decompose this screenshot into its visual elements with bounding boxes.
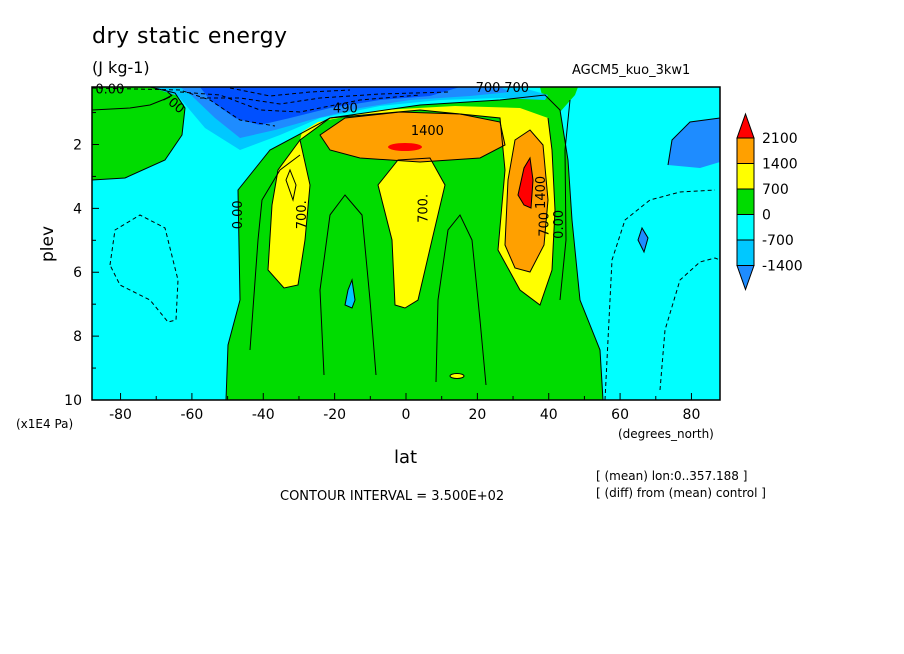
colorbar-label: -700 xyxy=(762,233,794,249)
colorbar: 2100 1400 700 0 -700 -1400 xyxy=(736,112,803,291)
colorbar-bin xyxy=(736,214,755,241)
colorbar-bin xyxy=(736,239,755,266)
colorbar-bin xyxy=(736,163,755,190)
region-1400-2100-upper xyxy=(320,112,505,162)
colorbar-label: -1400 xyxy=(762,259,803,275)
colorbar-label: 2100 xyxy=(762,131,798,147)
contour-lines-negative xyxy=(92,87,720,400)
region-0-700-upper-left xyxy=(92,87,185,180)
region-0-700-upper-right xyxy=(540,87,578,120)
contour-label: 0.00 xyxy=(95,82,124,97)
x-tick-label: 0 xyxy=(402,407,411,423)
mean-note: [ (mean) lon:0..357.188 ] xyxy=(596,469,748,483)
colorbar-bottom-arrow xyxy=(736,265,755,291)
contour-label: 1400 xyxy=(534,176,549,209)
y-axis: 2 4 6 8 10 xyxy=(64,112,99,409)
colorbar-top-arrow xyxy=(736,112,755,139)
y-tick-label: 10 xyxy=(64,393,82,409)
contour-label: 700. xyxy=(295,200,310,229)
contour-label: 700. xyxy=(416,194,431,223)
contour-label: 0.00 xyxy=(231,200,246,229)
colorbar-label: 0 xyxy=(762,208,771,224)
y-tick-label: 8 xyxy=(73,329,82,345)
contour-interval: CONTOUR INTERVAL = 3.500E+02 xyxy=(280,489,505,504)
region-700-1400-center xyxy=(300,106,555,305)
contour-label: 490 xyxy=(333,102,358,117)
y-tick-label: 6 xyxy=(73,265,82,281)
colorbar-label: 1400 xyxy=(762,157,798,173)
region-700-1400-left-lobe xyxy=(268,140,310,288)
region-deep-neg-core xyxy=(200,87,460,125)
contour-label: 700 xyxy=(538,212,553,237)
diff-note: [ (diff) from (mean) control ] xyxy=(596,486,766,500)
region-gt-2100-upper xyxy=(388,143,422,151)
region-gt-2100-right xyxy=(518,158,533,208)
contour-lines xyxy=(92,87,720,400)
x-tick-label: -60 xyxy=(180,407,203,423)
x-tick-label: -20 xyxy=(323,407,346,423)
x-tick-label: -40 xyxy=(252,407,275,423)
plot-area xyxy=(92,87,720,400)
colorbar-label: 700 xyxy=(762,182,789,198)
x-axis-units: (degrees_north) xyxy=(618,427,714,441)
x-tick-label: 20 xyxy=(468,407,486,423)
x-axis: -80 -60 -40 -20 0 20 40 60 80 xyxy=(109,393,700,423)
x-tick-label: 80 xyxy=(683,407,701,423)
contour-label: 1400 xyxy=(411,124,444,139)
x-tick-label: 60 xyxy=(611,407,629,423)
y-axis-units: (x1E4 Pa) xyxy=(16,417,74,431)
contour-label: 700 xyxy=(476,81,501,96)
y-tick-label: 4 xyxy=(73,201,82,217)
chart-units: (J kg-1) xyxy=(92,58,150,77)
chart-title: dry static energy xyxy=(92,24,288,49)
x-tick-label: -80 xyxy=(109,407,132,423)
experiment-label: AGCM5_kuo_3kw1 xyxy=(572,63,691,78)
colorbar-bin xyxy=(736,137,755,164)
colorbar-bin xyxy=(736,188,755,215)
y-tick-label: 2 xyxy=(73,137,82,153)
contour-label: 0.00 xyxy=(552,210,567,239)
region-700-1400-center-column xyxy=(378,158,445,308)
region-m1400-left-small xyxy=(345,280,355,308)
x-tick-label: 40 xyxy=(540,407,558,423)
region-small-oval xyxy=(449,373,465,379)
x-axis-label: lat xyxy=(394,447,418,468)
contour-label: 700 xyxy=(504,81,529,96)
region-m1400-upper-right xyxy=(668,118,720,168)
